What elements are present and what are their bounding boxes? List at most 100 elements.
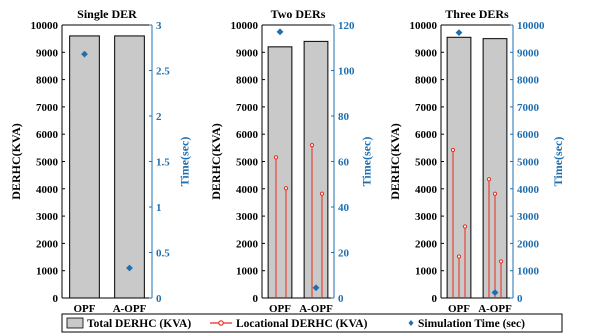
right-tick-label: 100	[338, 66, 355, 78]
right-tick-label: 2	[156, 111, 162, 123]
locational-marker	[283, 186, 289, 191]
locational-marker	[498, 259, 504, 264]
left-tick-label: 1000	[36, 266, 59, 278]
simulation-time-marker	[126, 264, 133, 272]
left-tick-label: 10000	[31, 20, 59, 32]
right-tick-label: 0	[338, 293, 344, 305]
x-tick-label: OPF	[269, 303, 291, 315]
simulation-time-marker	[81, 50, 88, 58]
panel-title: Single DER	[77, 7, 137, 21]
x-tick-label: A-OPF	[478, 303, 512, 315]
bar-total-derhc	[114, 35, 145, 299]
locational-marker	[456, 254, 462, 259]
left-tick-label: 2000	[236, 238, 259, 250]
left-tick-label: 6000	[415, 129, 438, 141]
right-tick-label: 1.5	[156, 157, 170, 169]
left-tick-label: 5000	[415, 157, 438, 169]
right-tick-label: 2000	[517, 238, 540, 250]
left-tick-label: 4000	[415, 184, 438, 196]
legend-total-label: Total DERHC (KVA)	[87, 318, 191, 330]
left-axis-label: DERHC(KVA)	[9, 123, 23, 199]
x-tick-label: OPF	[74, 303, 96, 315]
left-tick-label: 7000	[415, 102, 438, 114]
panel-title: Two DERs	[271, 7, 326, 21]
right-tick-label: 60	[338, 157, 350, 169]
x-tick-label: A-OPF	[113, 303, 147, 315]
panel-title: Three DERs	[445, 7, 509, 21]
right-tick-label: 1000	[517, 266, 540, 278]
left-tick-label: 0	[53, 293, 59, 305]
legend-box	[61, 313, 563, 333]
locational-marker	[319, 191, 325, 196]
left-axis-label: DERHC(KVA)	[209, 123, 223, 199]
right-tick-label: 3000	[517, 211, 540, 223]
x-tick-label: A-OPF	[299, 303, 333, 315]
right-tick-label: 4000	[517, 184, 540, 196]
right-tick-label: 7000	[517, 102, 540, 114]
left-tick-label: 3000	[236, 211, 259, 223]
bar-total-derhc	[303, 40, 329, 299]
right-tick-label: 80	[338, 111, 350, 123]
locational-marker	[492, 191, 498, 196]
left-tick-label: 2000	[415, 238, 438, 250]
locational-marker	[462, 224, 468, 229]
bar-total-derhc	[69, 35, 100, 299]
panel-2: 0100020003000400050006000700080009000100…	[209, 7, 374, 315]
right-tick-label: 2.5	[156, 66, 170, 78]
legend-time-label: Simulation Time (sec)	[418, 318, 525, 330]
simulation-time-marker	[312, 284, 320, 292]
left-tick-label: 4000	[236, 184, 259, 196]
left-tick-label: 7000	[36, 102, 59, 114]
right-tick-label: 120	[338, 20, 355, 32]
right-tick-label: 40	[338, 202, 350, 214]
right-tick-label: 0	[517, 293, 523, 305]
left-tick-label: 1000	[236, 266, 259, 278]
x-tick-label: OPF	[448, 303, 470, 315]
locational-marker	[309, 143, 315, 148]
left-tick-label: 9000	[415, 47, 438, 59]
legend-time-marker	[408, 320, 414, 326]
bar-total-derhc	[267, 46, 293, 299]
left-tick-label: 10000	[231, 20, 259, 32]
right-tick-label: 0	[156, 293, 162, 305]
left-axis-label: DERHC(KVA)	[388, 123, 402, 199]
left-tick-label: 8000	[36, 75, 59, 87]
right-axis-label: Time(sec)	[178, 137, 192, 187]
left-tick-label: 0	[253, 293, 259, 305]
right-tick-label: 6000	[517, 129, 540, 141]
left-tick-label: 8000	[415, 75, 438, 87]
left-tick-label: 9000	[236, 47, 259, 59]
legend-locational-label: Locational DERHC (KVA)	[236, 318, 368, 330]
left-tick-label: 4000	[36, 184, 59, 196]
left-tick-label: 5000	[36, 157, 59, 169]
right-tick-label: 8000	[517, 75, 540, 87]
right-tick-label: 20	[338, 248, 350, 260]
locational-marker	[273, 155, 279, 160]
left-tick-label: 5000	[236, 157, 259, 169]
locational-marker	[486, 177, 492, 182]
left-tick-label: 8000	[236, 75, 259, 87]
right-tick-label: 3	[156, 20, 162, 32]
left-tick-label: 9000	[36, 47, 59, 59]
left-tick-label: 3000	[36, 211, 59, 223]
right-tick-label: 9000	[517, 47, 540, 59]
left-tick-label: 2000	[36, 238, 59, 250]
left-tick-label: 10000	[410, 20, 438, 32]
legend-total-swatch	[66, 317, 84, 329]
right-axis-label: Time(sec)	[360, 137, 374, 187]
left-tick-label: 7000	[236, 102, 259, 114]
locational-marker	[450, 147, 456, 153]
left-tick-label: 1000	[415, 266, 438, 278]
right-tick-label: 10000	[517, 20, 545, 32]
left-tick-label: 3000	[415, 211, 438, 223]
right-tick-label: 0.5	[156, 248, 170, 260]
panel-3: 0 1000 2000 3000 4000 5000 6000 7000 8000 9000 100…	[388, 7, 565, 315]
left-tick-label: 0	[432, 293, 438, 305]
legend: Total DERHC (KVA) Locational DERHC (KVA)…	[61, 313, 563, 333]
right-axis-label: Time(sec)	[551, 137, 565, 187]
right-tick-label: 1	[156, 202, 162, 214]
simulation-time-marker	[455, 29, 463, 37]
simulation-time-marker	[276, 28, 284, 36]
panel-1: 0100020003000400050006000700080009000100…	[9, 7, 192, 315]
